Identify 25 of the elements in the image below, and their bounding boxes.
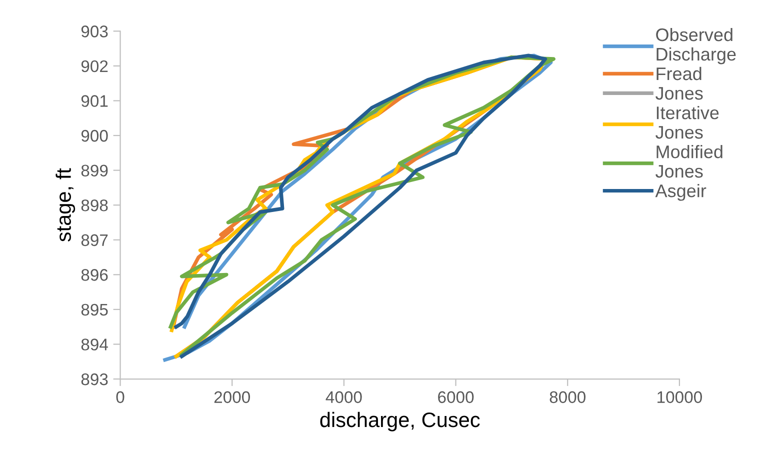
x-tick-label: 8000 [550, 391, 586, 404]
y-tick-label: 903 [81, 26, 108, 38]
x-tick-label: 4000 [326, 391, 362, 404]
x-tick-label: 10000 [658, 391, 702, 404]
legend-label: Fread [656, 66, 702, 80]
legend-label: Jones [656, 87, 703, 100]
legend-label: Iterative Jones [656, 106, 719, 139]
x-tick-label: 0 [116, 391, 124, 404]
y-tick-label: 894 [81, 338, 108, 350]
x-tick-label: 6000 [438, 391, 474, 404]
y-tick-label: 896 [81, 269, 108, 281]
y-tick-label: 895 [81, 304, 108, 316]
legend-label: Modified Jones [656, 144, 722, 178]
x-tick-label: 2000 [214, 391, 250, 404]
y-tick-label: 899 [81, 164, 108, 176]
legend-label: Observed Discharge [656, 28, 736, 64]
y-tick-label: 902 [81, 60, 108, 72]
y-tick-label: 900 [81, 130, 108, 142]
y-tick-label: 901 [81, 95, 108, 107]
y-tick-label: 897 [81, 234, 108, 246]
legend-label: Asgeir [655, 184, 706, 201]
x-axis-title: discharge, Cusec [320, 412, 480, 432]
y-axis-title: stage, ft [56, 168, 76, 242]
y-tick-label: 898 [81, 199, 108, 212]
y-tick-label: 893 [81, 373, 108, 386]
